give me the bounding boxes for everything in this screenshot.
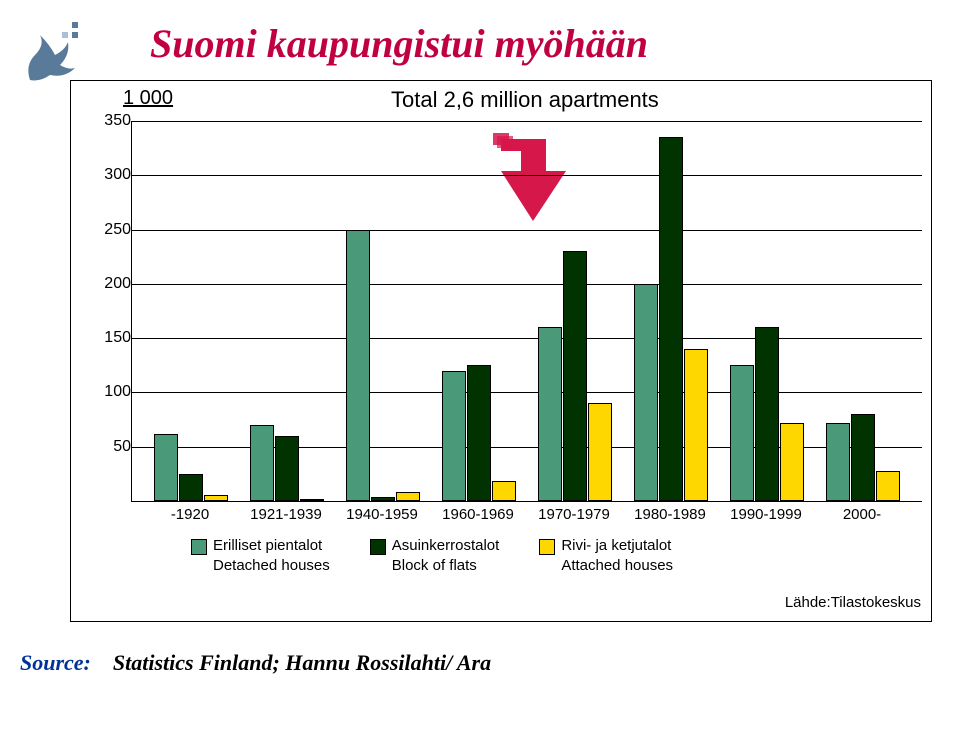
y-tick-label: 350 bbox=[91, 112, 131, 130]
bar bbox=[755, 327, 779, 501]
bar bbox=[730, 365, 754, 501]
y-tick-label: 250 bbox=[91, 221, 131, 239]
x-tick-label: -1920 bbox=[171, 506, 209, 523]
bar bbox=[204, 495, 228, 502]
legend-swatch bbox=[191, 539, 207, 555]
bar bbox=[442, 371, 466, 501]
bar bbox=[563, 251, 587, 501]
y-tick-label: 50 bbox=[91, 438, 131, 456]
bar bbox=[154, 434, 178, 501]
y-tick-label: 300 bbox=[91, 166, 131, 184]
bar-group bbox=[730, 327, 804, 501]
bar bbox=[588, 403, 612, 501]
legend-item: Erilliset pientalotDetached houses bbox=[191, 536, 330, 575]
chart-source-note: Lähde:Tilastokeskus bbox=[785, 594, 921, 611]
bar bbox=[538, 327, 562, 501]
bar bbox=[346, 230, 370, 501]
bar-group bbox=[250, 425, 324, 501]
page-title: Suomi kaupungistui myöhään bbox=[150, 20, 648, 67]
bar bbox=[634, 284, 658, 501]
bar bbox=[371, 497, 395, 501]
bar-group bbox=[442, 365, 516, 501]
x-tick-label: 1960-1969 bbox=[442, 506, 514, 523]
bar bbox=[851, 414, 875, 501]
x-tick-label: 1990-1999 bbox=[730, 506, 802, 523]
legend-label: AsuinkerrostalotBlock of flats bbox=[392, 536, 500, 575]
chart-y-unit: 1 000 bbox=[123, 87, 173, 110]
legend-label: Erilliset pientalotDetached houses bbox=[213, 536, 330, 575]
bar-group bbox=[154, 434, 228, 501]
legend: Erilliset pientalotDetached houses Asuink… bbox=[191, 536, 811, 575]
bar-group bbox=[538, 251, 612, 501]
plot-area bbox=[131, 121, 922, 502]
bar bbox=[826, 423, 850, 501]
x-tick-label: 2000- bbox=[843, 506, 881, 523]
y-tick-label: 200 bbox=[91, 275, 131, 293]
bar bbox=[300, 499, 324, 501]
bar bbox=[250, 425, 274, 501]
bar bbox=[659, 137, 683, 501]
bar bbox=[275, 436, 299, 501]
chart-container: 1 000 Total 2,6 million apartments 50 100… bbox=[70, 80, 932, 622]
bar bbox=[492, 481, 516, 501]
source-value: Statistics Finland; Hannu Rossilahti/ Ar… bbox=[113, 650, 491, 675]
bar bbox=[684, 349, 708, 501]
bar bbox=[876, 471, 900, 501]
legend-item: Rivi- ja ketjutalotAttached houses bbox=[539, 536, 673, 575]
y-tick-label: 100 bbox=[91, 383, 131, 401]
legend-label: Rivi- ja ketjutalotAttached houses bbox=[561, 536, 673, 575]
x-tick-label: 1970-1979 bbox=[538, 506, 610, 523]
x-tick-label: 1921-1939 bbox=[250, 506, 322, 523]
chart-subtitle: Total 2,6 million apartments bbox=[391, 87, 659, 113]
x-tick-label: 1940-1959 bbox=[346, 506, 418, 523]
legend-swatch bbox=[539, 539, 555, 555]
bar bbox=[396, 492, 420, 501]
legend-item: AsuinkerrostalotBlock of flats bbox=[370, 536, 500, 575]
bar-group bbox=[346, 230, 420, 501]
legend-swatch bbox=[370, 539, 386, 555]
source-line: Source: Statistics Finland; Hannu Rossil… bbox=[20, 650, 491, 676]
bar-group bbox=[634, 137, 708, 501]
bar bbox=[179, 474, 203, 501]
bar bbox=[780, 423, 804, 501]
x-tick-label: 1980-1989 bbox=[634, 506, 706, 523]
bar bbox=[467, 365, 491, 501]
y-tick-label: 150 bbox=[91, 329, 131, 347]
bar-group bbox=[826, 414, 900, 501]
source-label: Source: bbox=[20, 650, 91, 675]
